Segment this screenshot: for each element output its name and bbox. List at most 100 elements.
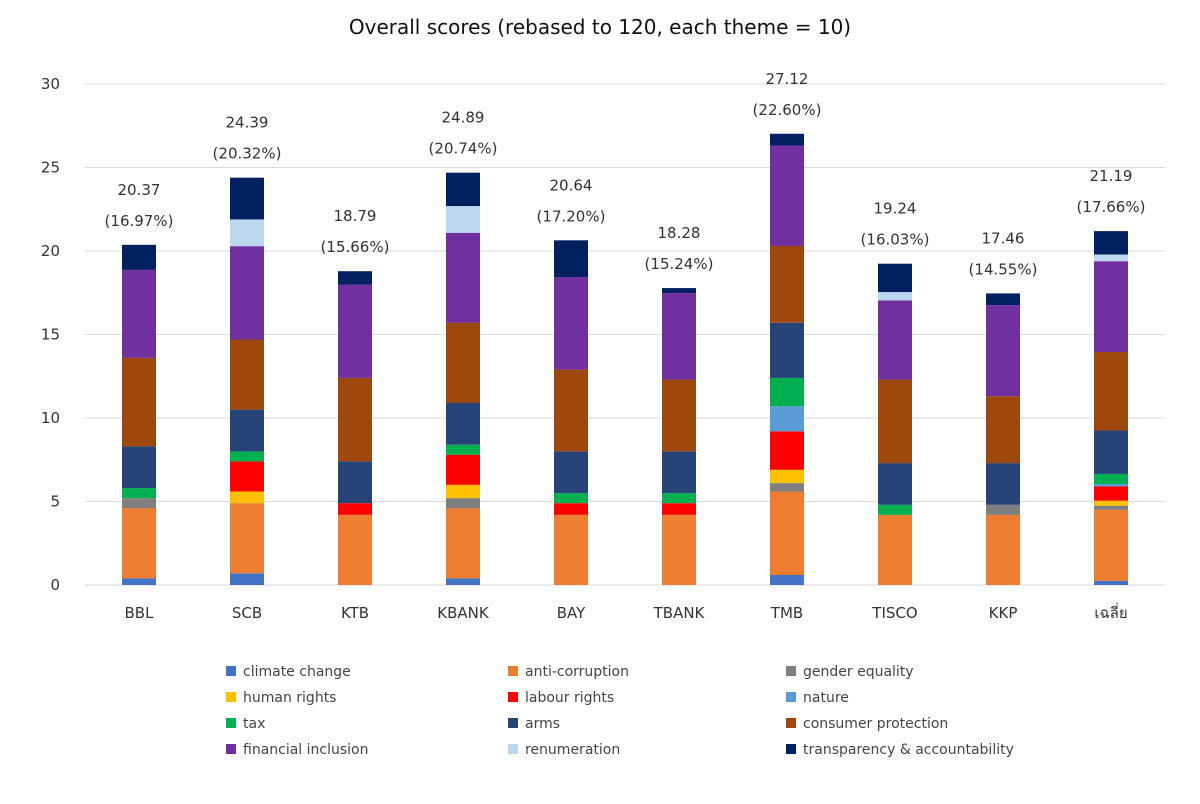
y-tick-label: 10 xyxy=(41,409,60,427)
x-axis-labels: BBL SCB KTB KBANK BAY TBANK TMB TISCO KKP เฉลี่ย xyxy=(125,602,1128,622)
legend-swatch xyxy=(226,692,236,702)
y-tick-label: 20 xyxy=(41,242,60,260)
bar-segment xyxy=(1094,509,1128,581)
bar-stack xyxy=(986,293,1020,585)
category-label: TISCO xyxy=(871,604,917,622)
bar-stack xyxy=(878,263,912,585)
legend-item: nature xyxy=(786,690,849,706)
bar-segment xyxy=(878,514,912,585)
data-labels: 20.37 (16.97%) 24.39 (20.32%) 18.79 (15.66%) 2… xyxy=(105,70,1146,279)
legend-label: renumeration xyxy=(525,742,620,758)
bar-segment xyxy=(1094,261,1128,353)
bar-segment xyxy=(338,461,372,504)
total-label: 17.46 xyxy=(982,229,1025,247)
bar-segment xyxy=(122,498,156,509)
y-tick-label: 0 xyxy=(50,576,60,594)
total-label: 24.89 xyxy=(442,109,485,127)
y-tick-label: 15 xyxy=(41,326,60,344)
percent-label: (22.60%) xyxy=(753,101,822,119)
legend-item: arms xyxy=(508,716,560,732)
bar-segment xyxy=(446,498,480,509)
legend-label: arms xyxy=(525,716,560,732)
legend-swatch xyxy=(508,692,518,702)
percent-label: (16.03%) xyxy=(861,231,930,249)
bar-segment xyxy=(230,339,264,410)
bar-segment xyxy=(986,504,1020,515)
bar-segment xyxy=(770,483,804,492)
legend-swatch xyxy=(226,666,236,676)
legend-swatch xyxy=(786,744,796,754)
bar-segment xyxy=(770,322,804,378)
percent-label: (14.55%) xyxy=(969,260,1038,278)
bar-segment xyxy=(662,288,696,294)
legend-item: financial inclusion xyxy=(226,742,369,758)
legend-item: anti-corruption xyxy=(508,664,629,680)
percent-label: (20.32%) xyxy=(213,145,282,163)
legend-swatch xyxy=(508,718,518,728)
total-label: 18.79 xyxy=(334,207,377,225)
bar-segment xyxy=(554,451,588,494)
legend-label: human rights xyxy=(243,690,336,706)
bar-segment xyxy=(1094,483,1128,487)
legend-label: gender equality xyxy=(803,664,914,680)
bar-segment xyxy=(554,240,588,278)
percent-label: (15.24%) xyxy=(645,255,714,273)
bar-stack xyxy=(446,172,480,585)
chart-title: Overall scores (rebased to 120, each the… xyxy=(349,15,851,39)
bar-segment xyxy=(986,463,1020,505)
bar-segment xyxy=(230,451,264,462)
bar-segment xyxy=(338,377,372,462)
legend-label: nature xyxy=(803,690,849,706)
legend-swatch xyxy=(786,666,796,676)
bar-segment xyxy=(446,232,480,323)
bar-segment xyxy=(662,514,696,585)
bar-segment xyxy=(554,277,588,370)
y-tick-label: 30 xyxy=(41,75,60,93)
bar-segment xyxy=(1094,254,1128,262)
percent-label: (20.74%) xyxy=(429,140,498,158)
bar-segment xyxy=(338,271,372,285)
bar-segment xyxy=(446,402,480,445)
bar-segment xyxy=(122,357,156,447)
bar-stack xyxy=(662,288,696,585)
bar-segment xyxy=(878,300,912,380)
legend-label: labour rights xyxy=(525,690,614,706)
category-label: KKP xyxy=(989,604,1018,622)
bar-segment xyxy=(338,284,372,378)
bar-stack xyxy=(1094,231,1128,585)
bar-segment xyxy=(338,503,372,515)
bar-segment xyxy=(878,463,912,505)
bar-segment xyxy=(986,514,1020,585)
percent-label: (17.66%) xyxy=(1077,198,1146,216)
bar-segment xyxy=(878,504,912,515)
total-label: 24.39 xyxy=(226,114,269,132)
bar-segment xyxy=(770,377,804,407)
legend-item: transparency & accountability xyxy=(786,742,1014,758)
y-tick-label: 25 xyxy=(41,159,60,177)
bar-segment xyxy=(446,578,480,585)
bar-segment xyxy=(554,514,588,585)
bar-segment xyxy=(230,573,264,585)
bar-segment xyxy=(1094,473,1128,484)
legend-swatch xyxy=(508,744,518,754)
bar-segment xyxy=(1094,231,1128,255)
total-label: 21.19 xyxy=(1090,167,1133,185)
bar-segment xyxy=(770,133,804,146)
bar-segment xyxy=(338,514,372,585)
bar-segment xyxy=(230,219,264,247)
bar-segment xyxy=(878,379,912,464)
total-label: 20.37 xyxy=(118,181,161,199)
bar-segment xyxy=(446,484,480,499)
bar-segment xyxy=(230,177,264,220)
bar-segment xyxy=(554,503,588,515)
bar-segment xyxy=(122,488,156,499)
legend-label: transparency & accountability xyxy=(803,742,1014,758)
bar-segment xyxy=(1094,505,1128,510)
percent-label: (17.20%) xyxy=(537,207,606,225)
category-label: TMB xyxy=(770,604,803,622)
bar-segment xyxy=(122,446,156,489)
legend-item: labour rights xyxy=(508,690,614,706)
bar-segment xyxy=(878,292,912,301)
y-axis-ticks: 0 5 10 15 20 25 30 xyxy=(41,75,60,594)
